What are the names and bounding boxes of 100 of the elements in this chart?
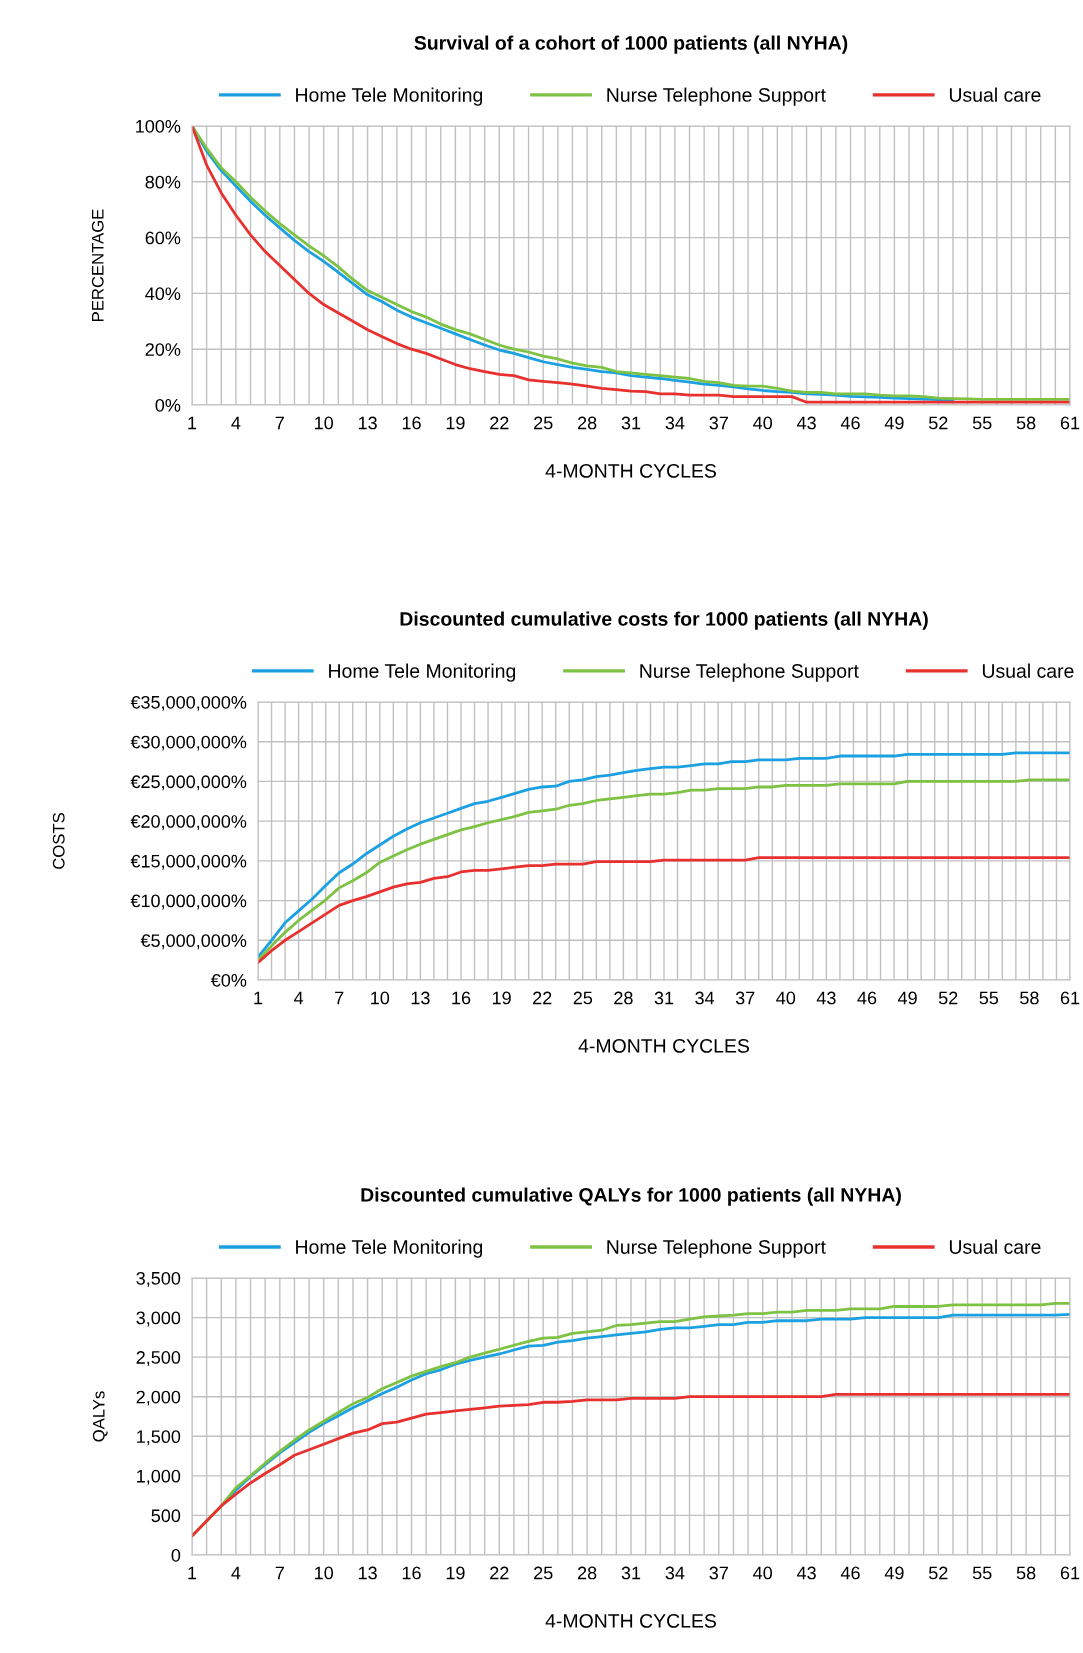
x-tick-label: 40 bbox=[753, 416, 773, 430]
x-tick-label: 61 bbox=[1060, 1566, 1080, 1580]
y-tick-label: 3,500 bbox=[136, 1271, 181, 1287]
x-tick-label: 25 bbox=[534, 1566, 553, 1580]
x-tick-label: 4 bbox=[231, 1566, 241, 1580]
x-tick-label: 13 bbox=[411, 991, 430, 1005]
x-tick-label: 13 bbox=[358, 416, 377, 430]
x-tick-label: 46 bbox=[840, 1566, 860, 1580]
x-tick-label: 1 bbox=[188, 1566, 197, 1580]
x-tick-label: 31 bbox=[621, 1566, 641, 1580]
line-series bbox=[192, 1392, 1070, 1538]
x-tick-label: 58 bbox=[1020, 991, 1039, 1005]
x-tick-label: 49 bbox=[884, 416, 904, 430]
y-tick-label: 3,000 bbox=[136, 1311, 181, 1327]
x-tick-label: 37 bbox=[709, 1566, 728, 1580]
y-tick-label: 500 bbox=[151, 1509, 181, 1523]
x-tick-label: 37 bbox=[709, 416, 728, 430]
legend-label: Usual care bbox=[982, 663, 1074, 678]
x-tick-label: 34 bbox=[665, 1566, 685, 1580]
y-tick-label: 80% bbox=[145, 175, 181, 189]
x-tick-label: 25 bbox=[534, 416, 553, 430]
y-tick-label: 100% bbox=[136, 119, 181, 133]
legend-label: Nurse Telephone Support bbox=[607, 87, 826, 106]
legend-label: Usual care bbox=[949, 1239, 1041, 1254]
chart-title: Survival of a cohort of 1000 patients (all NYHA) bbox=[414, 35, 848, 54]
x-tick-label: 28 bbox=[577, 1566, 597, 1580]
x-tick-label: 34 bbox=[665, 416, 685, 430]
y-tick-label: 40% bbox=[145, 287, 181, 301]
legend-label: Home Tele Monitoring bbox=[296, 1239, 483, 1258]
y-tick-label: €20,000,000% bbox=[130, 815, 247, 830]
x-tick-label: 43 bbox=[796, 1566, 816, 1580]
x-tick-label: 61 bbox=[1060, 991, 1080, 1005]
x-tick-label: 7 bbox=[275, 416, 284, 430]
y-tick-label: €25,000,000% bbox=[130, 775, 247, 791]
x-tick-label: 1 bbox=[188, 416, 197, 430]
x-tick-label: 40 bbox=[753, 1566, 773, 1580]
x-tick-label: 10 bbox=[315, 416, 334, 430]
x-tick-label: 16 bbox=[402, 416, 421, 430]
x-tick-label: 31 bbox=[654, 991, 674, 1005]
y-tick-label: €35,000,000% bbox=[130, 695, 247, 711]
legend-label: Nurse Telephone Support bbox=[640, 663, 859, 682]
x-tick-label: 10 bbox=[371, 991, 390, 1005]
y-tick-label: 1,000 bbox=[137, 1469, 181, 1485]
x-tick-label: 40 bbox=[776, 991, 796, 1005]
x-axis-title: 4-MONTH CYCLES bbox=[545, 464, 716, 478]
x-tick-label: 55 bbox=[972, 416, 992, 430]
x-tick-label: 55 bbox=[972, 1566, 992, 1580]
legend-label: Usual care bbox=[949, 87, 1041, 102]
x-tick-label: 31 bbox=[621, 416, 641, 430]
x-tick-label: 1 bbox=[254, 991, 263, 1005]
x-tick-label: 58 bbox=[1016, 416, 1036, 430]
legend-label: Home Tele Monitoring bbox=[329, 663, 516, 682]
x-tick-label: 43 bbox=[796, 416, 816, 430]
x-tick-label: 46 bbox=[840, 416, 860, 430]
x-tick-label: 13 bbox=[358, 1566, 377, 1580]
x-tick-label: 19 bbox=[446, 1566, 465, 1580]
y-tick-label: 60% bbox=[145, 231, 181, 245]
y-tick-label: 0% bbox=[155, 398, 181, 412]
x-tick-label: 25 bbox=[573, 991, 593, 1005]
y-tick-label: €30,000,000% bbox=[130, 735, 247, 751]
x-tick-label: 52 bbox=[928, 1566, 948, 1580]
x-tick-label: 19 bbox=[446, 416, 465, 430]
x-tick-label: 52 bbox=[938, 991, 958, 1005]
y-axis-title: COSTS bbox=[52, 813, 65, 869]
x-tick-label: 22 bbox=[490, 416, 509, 430]
x-tick-label: 7 bbox=[335, 991, 344, 1005]
x-axis-title: 4-MONTH CYCLES bbox=[545, 1614, 716, 1628]
x-tick-label: 28 bbox=[614, 991, 633, 1005]
y-tick-label: 20% bbox=[145, 343, 181, 356]
y-tick-label: 2,000 bbox=[136, 1390, 181, 1406]
chart-title: Discounted cumulative costs for 1000 patients (all NYHA) bbox=[400, 611, 928, 630]
x-tick-label: 61 bbox=[1060, 416, 1080, 430]
y-tick-label: 2,500 bbox=[136, 1351, 181, 1366]
line-series bbox=[258, 856, 1070, 964]
x-tick-label: 43 bbox=[816, 991, 836, 1005]
x-tick-label: 19 bbox=[492, 991, 511, 1005]
legend-label: Nurse Telephone Support bbox=[607, 1239, 826, 1258]
y-tick-label: €5,000,000% bbox=[140, 934, 247, 950]
y-tick-label: €15,000,000% bbox=[130, 854, 247, 870]
chart-title: Discounted cumulative QALYs for 1000 patients (all NYHA) bbox=[361, 1187, 901, 1206]
x-axis-title: 4-MONTH CYCLES bbox=[578, 1039, 749, 1053]
y-axis-title: QALYs bbox=[92, 1391, 108, 1442]
x-tick-label: 55 bbox=[979, 991, 999, 1005]
y-tick-label: €0% bbox=[210, 973, 247, 987]
y-tick-label: €10,000,000% bbox=[130, 894, 247, 910]
x-tick-label: 22 bbox=[533, 991, 552, 1005]
x-tick-label: 16 bbox=[452, 991, 471, 1005]
x-tick-label: 34 bbox=[695, 991, 715, 1005]
y-axis-title: PERCENTAGE bbox=[91, 209, 104, 321]
x-tick-label: 22 bbox=[490, 1566, 509, 1580]
x-tick-label: 49 bbox=[897, 991, 917, 1005]
x-tick-label: 28 bbox=[577, 416, 597, 430]
x-tick-label: 49 bbox=[884, 1566, 904, 1580]
x-tick-label: 4 bbox=[293, 991, 304, 1005]
y-tick-label: 1,500 bbox=[137, 1430, 181, 1446]
x-tick-label: 58 bbox=[1016, 1566, 1036, 1580]
x-tick-label: 37 bbox=[735, 991, 755, 1005]
y-tick-label: 0 bbox=[171, 1548, 181, 1562]
x-tick-label: 46 bbox=[857, 991, 877, 1005]
x-tick-label: 52 bbox=[928, 416, 948, 430]
